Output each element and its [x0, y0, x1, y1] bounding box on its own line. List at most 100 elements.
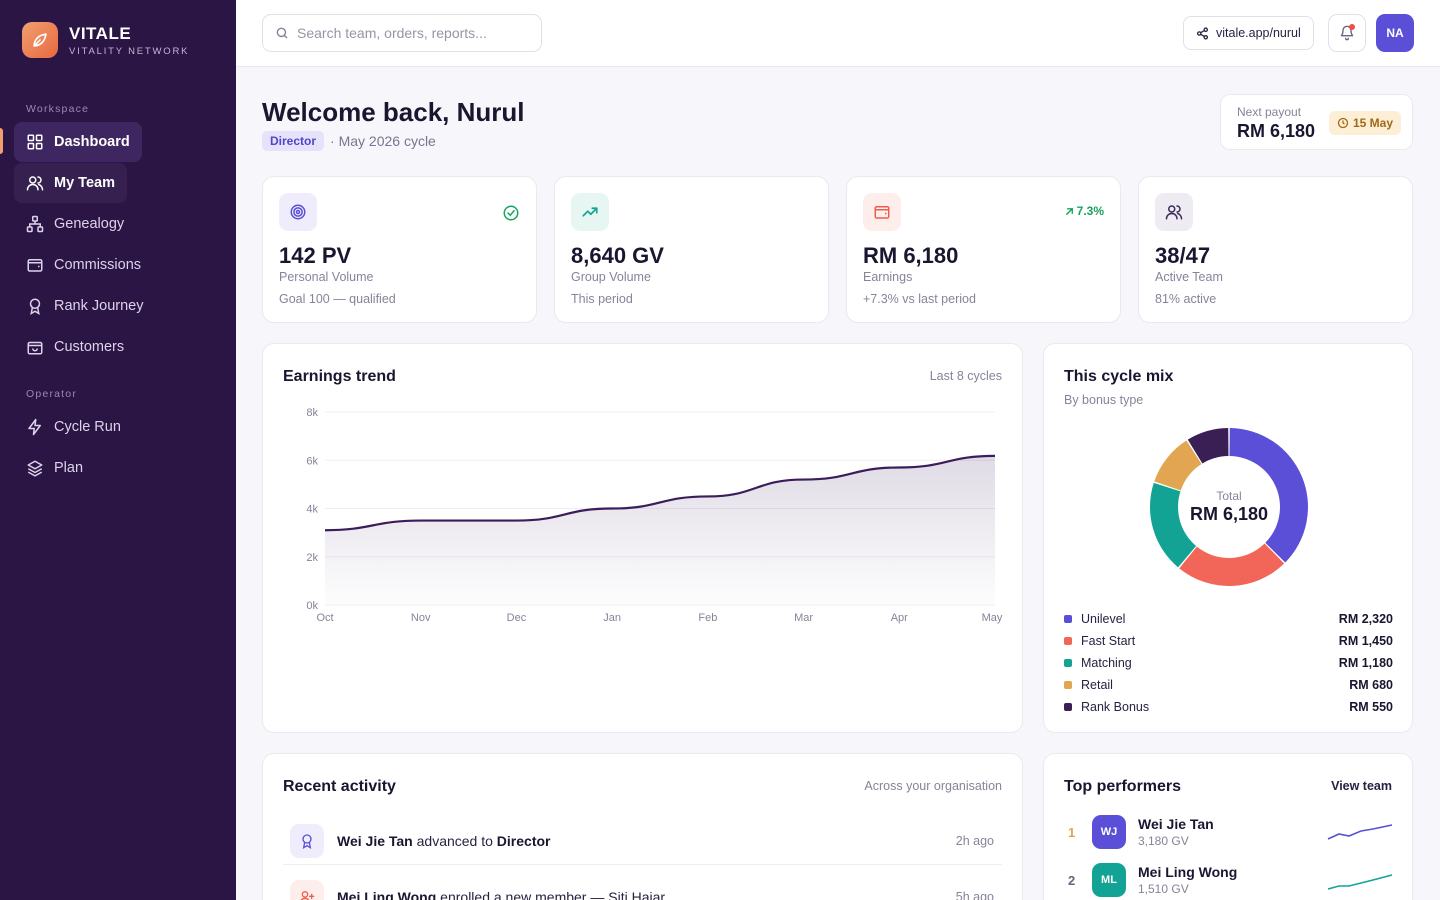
- x-tick-label: Dec: [507, 612, 527, 624]
- stat-value: 142 PV: [279, 243, 352, 268]
- sidebar-item-cycle-run[interactable]: Cycle Run: [14, 407, 133, 447]
- activity-item[interactable]: Wei Jie Tan advanced to Director 2h ago: [283, 817, 1002, 865]
- legend-swatch: [1064, 703, 1072, 711]
- earnings-trend-panel: Earnings trend Last 8 cycles 0k 2k 4k 6k 8k O…: [262, 343, 1023, 733]
- brand[interactable]: VITALE VITALITY NETWORK: [22, 22, 189, 58]
- stat-note: +7.3% vs last period: [863, 292, 976, 306]
- performer-row[interactable]: 1 WJ Wei Jie Tan 3,180 GV: [1064, 812, 1393, 852]
- target-icon: [279, 193, 317, 231]
- search-input[interactable]: [297, 25, 527, 41]
- sidebar: VITALE VITALITY NETWORK Workspace Dashbo…: [0, 0, 236, 900]
- legend-label: Unilevel: [1081, 612, 1126, 626]
- share-link-text: vitale.app/nurul: [1216, 26, 1301, 40]
- activity-action: enrolled a new member —: [436, 889, 609, 900]
- brand-name: VITALE: [69, 23, 132, 43]
- performer-name: Wei Jie Tan: [1138, 816, 1214, 832]
- cycle-label: · May 2026 cycle: [330, 133, 436, 149]
- payout-date: 15 May: [1353, 116, 1394, 130]
- bolt-icon: [28, 418, 41, 436]
- stat-label: Active Team: [1155, 270, 1223, 284]
- panel-subtitle: By bonus type: [1064, 393, 1144, 407]
- panel-title: Recent activity: [283, 778, 396, 795]
- share-icon: [1196, 26, 1209, 40]
- legend-item: Unilevel RM 2,320: [1064, 608, 1393, 630]
- user-plus-icon: [290, 880, 324, 900]
- topbar: vitale.app/nurul NA: [236, 0, 1440, 67]
- grid-icon: [27, 134, 43, 150]
- performer-row[interactable]: 2 ML Mei Ling Wong 1,510 GV: [1064, 860, 1393, 900]
- donut-total-value: RM 6,180: [1189, 504, 1269, 524]
- sidebar-item-label: Commissions: [54, 257, 142, 273]
- share-link-button[interactable]: vitale.app/nurul: [1183, 16, 1314, 50]
- performer-name: Mei Ling Wong: [1138, 864, 1238, 880]
- panel-title: Earnings trend: [283, 368, 396, 385]
- performer-rank: 1: [1068, 824, 1076, 840]
- users-icon: [26, 176, 44, 191]
- donut-slice: [1187, 428, 1229, 464]
- sidebar-item-plan[interactable]: Plan: [14, 448, 95, 488]
- user-avatar[interactable]: NA: [1376, 14, 1414, 52]
- x-tick-label: May: [982, 612, 1003, 624]
- legend-value: RM 2,320: [1338, 612, 1393, 626]
- payout-date-badge: 15 May: [1329, 111, 1402, 135]
- users-icon: [1155, 193, 1193, 231]
- panel-title: This cycle mix: [1064, 368, 1174, 385]
- sidebar-item-my-team[interactable]: My Team: [14, 163, 127, 203]
- award-icon: [290, 823, 324, 858]
- search-icon: [276, 27, 288, 39]
- role-badge: Director: [262, 131, 325, 151]
- recent-activity-panel: Recent activity Across your organisation…: [262, 753, 1023, 900]
- bag-icon: [27, 341, 43, 355]
- page-title: Welcome back, Nurul: [262, 97, 525, 127]
- stat-value: RM 6,180: [863, 243, 959, 268]
- sidebar-item-label: Cycle Run: [54, 419, 121, 435]
- legend-value: RM 1,180: [1338, 656, 1393, 670]
- stat-label: Earnings: [863, 270, 913, 284]
- activity-target: Siti Hajar: [608, 889, 666, 900]
- trend-value: 7.3%: [1076, 204, 1104, 218]
- legend-swatch: [1064, 659, 1072, 667]
- bell-icon: [1340, 25, 1354, 41]
- x-tick-label: Mar: [794, 612, 813, 624]
- notifications-button[interactable]: [1328, 14, 1366, 52]
- sidebar-item-rank-journey[interactable]: Rank Journey: [14, 286, 155, 326]
- x-tick-label: Apr: [891, 612, 908, 624]
- legend-item: Retail RM 680: [1064, 674, 1393, 696]
- active-indicator: [0, 128, 3, 154]
- notification-dot: [1349, 24, 1355, 30]
- legend-swatch: [1064, 637, 1072, 645]
- donut-slice: [1179, 543, 1285, 586]
- performer-avatar: ML: [1092, 863, 1126, 897]
- view-team-link[interactable]: View team: [1331, 779, 1392, 793]
- legend-label: Matching: [1081, 656, 1132, 670]
- x-tick-label: Nov: [411, 612, 431, 624]
- search-box[interactable]: [262, 14, 542, 52]
- performer-sparkline: [1327, 824, 1393, 840]
- leaf-logo-icon: [22, 22, 58, 58]
- payout-label: Next payout: [1237, 105, 1302, 119]
- cycle-mix-donut: [1150, 428, 1308, 586]
- arrow-up-right-icon: [1065, 207, 1073, 215]
- legend-swatch: [1064, 615, 1072, 623]
- page-subtitle: Director · May 2026 cycle: [262, 131, 436, 151]
- activity-item[interactable]: Mei Ling Wong enrolled a new member — Si…: [283, 873, 1002, 900]
- sidebar-item-label: Genealogy: [54, 216, 125, 232]
- next-payout-card: Next payout RM 6,180 15 May: [1220, 94, 1413, 150]
- cycle-mix-panel: This cycle mix By bonus type Total RM 6,…: [1043, 343, 1413, 733]
- panel-title: Top performers: [1064, 778, 1182, 795]
- sidebar-item-commissions[interactable]: Commissions: [14, 245, 153, 285]
- legend-label: Fast Start: [1081, 634, 1136, 648]
- sidebar-item-dashboard[interactable]: Dashboard: [14, 122, 142, 162]
- sidebar-item-genealogy[interactable]: Genealogy: [14, 204, 136, 244]
- sidebar-item-customers[interactable]: Customers: [14, 327, 136, 367]
- stat-note: This period: [571, 292, 633, 306]
- stat-value: 8,640 GV: [571, 243, 664, 268]
- operator-section-label: Operator: [26, 388, 78, 400]
- donut-total-label: Total: [1216, 489, 1242, 503]
- legend-value: RM 550: [1349, 700, 1393, 714]
- y-tick-label: 6k: [306, 455, 318, 467]
- stat-note: 81% active: [1155, 292, 1217, 306]
- earnings-line: [324, 454, 996, 532]
- y-tick-label: 2k: [306, 552, 318, 564]
- stat-card-personal-volume: 142 PV Personal Volume Goal 100 — qualif…: [262, 176, 537, 323]
